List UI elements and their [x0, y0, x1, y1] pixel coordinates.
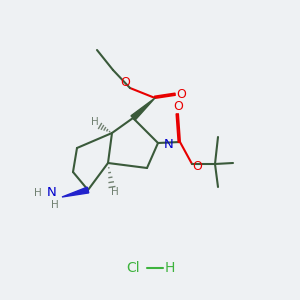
- Text: O: O: [192, 160, 202, 173]
- Text: O: O: [173, 100, 183, 113]
- Text: N: N: [164, 137, 174, 151]
- Text: Cl: Cl: [126, 261, 140, 275]
- Text: N: N: [47, 187, 57, 200]
- Polygon shape: [62, 187, 89, 197]
- Text: H: H: [91, 117, 99, 127]
- Text: H: H: [34, 188, 42, 198]
- Text: H: H: [165, 261, 175, 275]
- Text: H: H: [111, 187, 119, 197]
- Text: H: H: [51, 200, 59, 210]
- Polygon shape: [131, 98, 155, 120]
- Text: O: O: [176, 88, 186, 101]
- Text: O: O: [120, 76, 130, 89]
